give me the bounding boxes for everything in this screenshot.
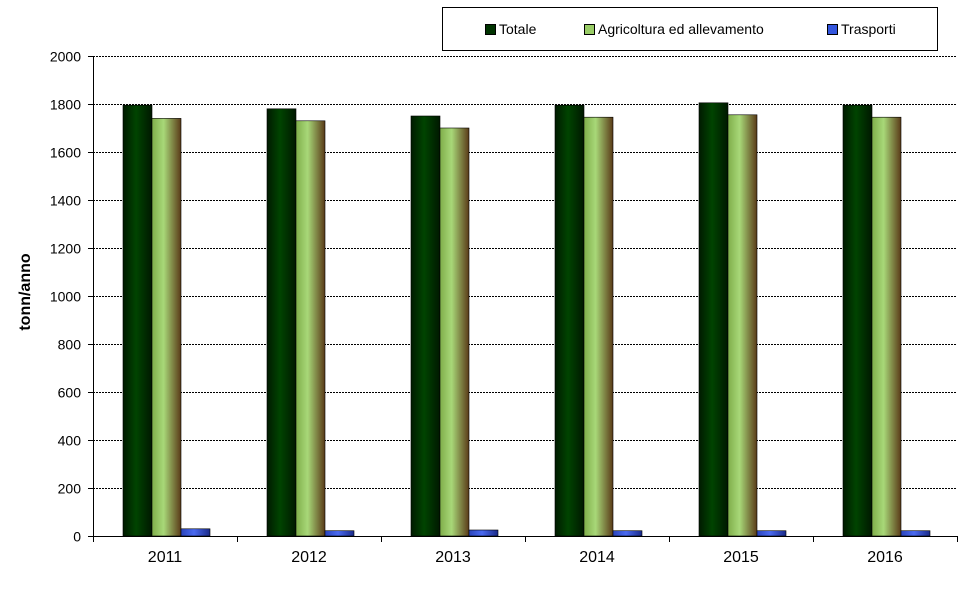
bar-trasporti-2014 <box>612 530 643 537</box>
bar-totale-2015 <box>698 102 729 537</box>
legend-item-agricoltura: Agricoltura ed allevamento <box>584 21 764 37</box>
y-tick-label: 1200 <box>50 241 81 257</box>
axes: 0 200 400 600 800 1000 1200 1400 1600 1800 2000 201… <box>50 49 958 566</box>
legend-swatch-totale <box>485 23 496 35</box>
bar-trasporti-2016 <box>900 530 931 537</box>
legend-label-agricoltura: Agricoltura ed allevamento <box>598 21 764 37</box>
bar-trasporti-2013 <box>468 529 499 537</box>
y-tick-label: 600 <box>58 385 82 401</box>
bar-agricoltura-ed-allevamento-2015 <box>727 114 758 537</box>
x-tick-label: 2011 <box>148 549 183 566</box>
y-tick-label: 0 <box>73 529 81 545</box>
x-tick-label: 2012 <box>291 549 327 566</box>
bar-trasporti-2015 <box>756 530 787 537</box>
y-tick-label: 1000 <box>50 289 81 305</box>
bar-agricoltura-ed-allevamento-2013 <box>439 127 470 537</box>
x-tick-label: 2016 <box>867 549 903 566</box>
legend-label-trasporti: Trasporti <box>841 21 896 37</box>
chart-legend: Totale Agricoltura ed allevamento Traspo… <box>442 7 938 51</box>
y-tick-label: 200 <box>58 481 82 497</box>
y-tick-label: 800 <box>58 337 82 353</box>
legend-swatch-agricoltura <box>584 23 595 35</box>
bar-totale-2011 <box>122 104 153 537</box>
y-tick-label: 2000 <box>50 49 81 65</box>
bar-totale-2014 <box>554 104 585 537</box>
bar-totale-2013 <box>410 115 441 537</box>
y-tick-label: 1400 <box>50 193 81 209</box>
bar-agricoltura-ed-allevamento-2014 <box>583 116 614 537</box>
bar-trasporti-2011 <box>180 528 211 537</box>
bar-agricoltura-ed-allevamento-2016 <box>871 116 902 537</box>
y-tick-label: 1600 <box>50 145 81 161</box>
legend-label-totale: Totale <box>499 21 537 37</box>
legend-item-trasporti: Trasporti <box>827 21 896 37</box>
gridlines <box>93 56 957 489</box>
bar-totale-2012 <box>266 108 297 537</box>
bars-group <box>122 102 931 537</box>
x-tick-label: 2014 <box>579 549 615 566</box>
y-tick-label: 400 <box>58 433 82 449</box>
x-tick-label: 2013 <box>435 549 471 566</box>
x-tick-label: 2015 <box>723 549 759 566</box>
y-tick-label: 1800 <box>50 97 81 113</box>
bar-agricoltura-ed-allevamento-2012 <box>295 120 326 537</box>
bar-totale-2016 <box>842 104 873 537</box>
legend-swatch-trasporti <box>827 23 838 35</box>
bar-agricoltura-ed-allevamento-2011 <box>151 118 182 537</box>
legend-item-totale: Totale <box>485 21 536 37</box>
bar-trasporti-2012 <box>324 530 355 537</box>
